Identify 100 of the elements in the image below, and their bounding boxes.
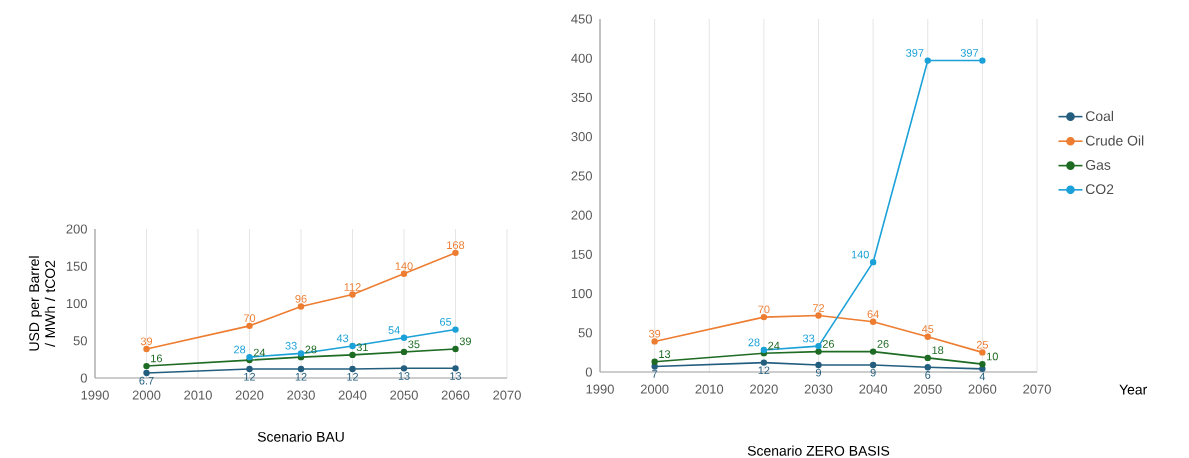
- data-label: 39: [648, 329, 661, 338]
- x-tick-label: 2040: [338, 390, 367, 400]
- point: [869, 361, 877, 369]
- point: [760, 346, 768, 354]
- data-label: 65: [440, 318, 452, 326]
- data-label: 64: [867, 310, 879, 318]
- y-tick-label: 450: [571, 14, 592, 24]
- data-label: 26: [822, 340, 835, 348]
- y-axis-title: USD per Barrel / MWh / tCO2: [28, 256, 56, 351]
- data-label: 6.7: [139, 376, 154, 385]
- data-label: 72: [812, 304, 825, 312]
- point: [651, 338, 658, 345]
- y-tick-label: 100: [66, 298, 87, 309]
- x-tick-label: 2030: [287, 390, 315, 400]
- x-axis-title: Scenario ZERO BASIS: [747, 445, 890, 456]
- point: [815, 348, 822, 355]
- point: [869, 258, 877, 266]
- data-label: 70: [758, 305, 770, 314]
- data-label: 31: [356, 343, 368, 352]
- legend-label: Coal: [1085, 110, 1114, 122]
- x-tick-label: 2050: [390, 390, 418, 400]
- x-tick-label: 2060: [968, 384, 997, 394]
- point: [452, 249, 459, 257]
- point: [979, 349, 986, 356]
- point: [815, 312, 822, 319]
- data-label: 13: [659, 350, 671, 359]
- data-label: 13: [398, 372, 410, 380]
- point: [400, 365, 408, 372]
- x-tick-label: 2060: [441, 390, 470, 400]
- point: [924, 57, 931, 64]
- data-label: 4: [979, 372, 986, 381]
- data-label: 26: [877, 340, 889, 348]
- data-label: 96: [295, 294, 307, 303]
- x-tick-label: 2070: [493, 390, 521, 400]
- point: [349, 291, 356, 298]
- x-tick-label: 2070: [1023, 384, 1051, 394]
- point: [349, 351, 356, 359]
- data-label: 9: [870, 368, 876, 377]
- data-label: 24: [253, 348, 266, 357]
- data-label: 397: [960, 49, 979, 57]
- x-tick-label: 2020: [235, 390, 264, 400]
- y-tick-label: 200: [571, 210, 592, 220]
- point: [815, 342, 822, 350]
- data-label: 28: [748, 338, 760, 347]
- point: [246, 322, 253, 330]
- point: [869, 318, 877, 325]
- y-tick-label: 100: [571, 288, 592, 299]
- y-tick-label: 250: [571, 171, 592, 181]
- x-tick-label: 1990: [586, 384, 614, 394]
- x-axis-title: Scenario BAU: [257, 431, 344, 442]
- point: [651, 358, 658, 365]
- text: Year: [1119, 384, 1148, 395]
- point: [297, 350, 305, 357]
- data-label: 33: [802, 334, 815, 343]
- data-label: 6: [925, 371, 931, 379]
- x-tick-label: 2000: [132, 390, 161, 400]
- data-label: 9: [815, 368, 822, 377]
- data-label: 18: [932, 346, 944, 355]
- data-label: 10: [987, 352, 998, 361]
- y-tick-label: 150: [66, 261, 87, 271]
- point: [979, 360, 986, 368]
- data-label: 12: [244, 372, 256, 381]
- data-label: 28: [305, 345, 317, 354]
- data-label: 39: [140, 337, 153, 346]
- point: [924, 333, 931, 340]
- y-tick-label: 300: [571, 132, 592, 142]
- point: [815, 361, 822, 369]
- y-tick-label: 50: [73, 336, 87, 346]
- point: [452, 326, 459, 333]
- data-label: 13: [450, 372, 462, 380]
- data-label: 168: [447, 241, 465, 250]
- point: [760, 359, 768, 366]
- data-label: 33: [285, 341, 297, 350]
- data-label: 12: [758, 366, 770, 375]
- y-tick-label: 400: [571, 53, 592, 63]
- point: [297, 303, 305, 310]
- data-label: 70: [243, 314, 256, 323]
- point: [869, 348, 877, 355]
- legend-label: CO2: [1085, 184, 1114, 195]
- data-label: 45: [921, 325, 934, 333]
- point: [400, 334, 408, 341]
- data-label: 28: [234, 345, 246, 354]
- x-tick-label: 2040: [859, 384, 888, 394]
- point: [143, 362, 150, 370]
- data-label: 24: [768, 341, 780, 350]
- data-label: 43: [336, 334, 349, 343]
- data-label: 16: [151, 354, 162, 363]
- point: [297, 365, 305, 373]
- point: [924, 364, 931, 371]
- y-tick-label: 200: [66, 224, 87, 234]
- point: [349, 342, 356, 350]
- data-label: 7: [652, 370, 658, 378]
- x-tick-label: 2000: [640, 384, 669, 394]
- point: [924, 354, 931, 362]
- x-tick-label: 2010: [184, 390, 212, 400]
- data-label: 140: [395, 262, 413, 270]
- x-tick-label: 2050: [914, 384, 942, 394]
- point: [452, 345, 459, 353]
- data-label: 397: [906, 49, 924, 57]
- data-label: 140: [851, 250, 869, 259]
